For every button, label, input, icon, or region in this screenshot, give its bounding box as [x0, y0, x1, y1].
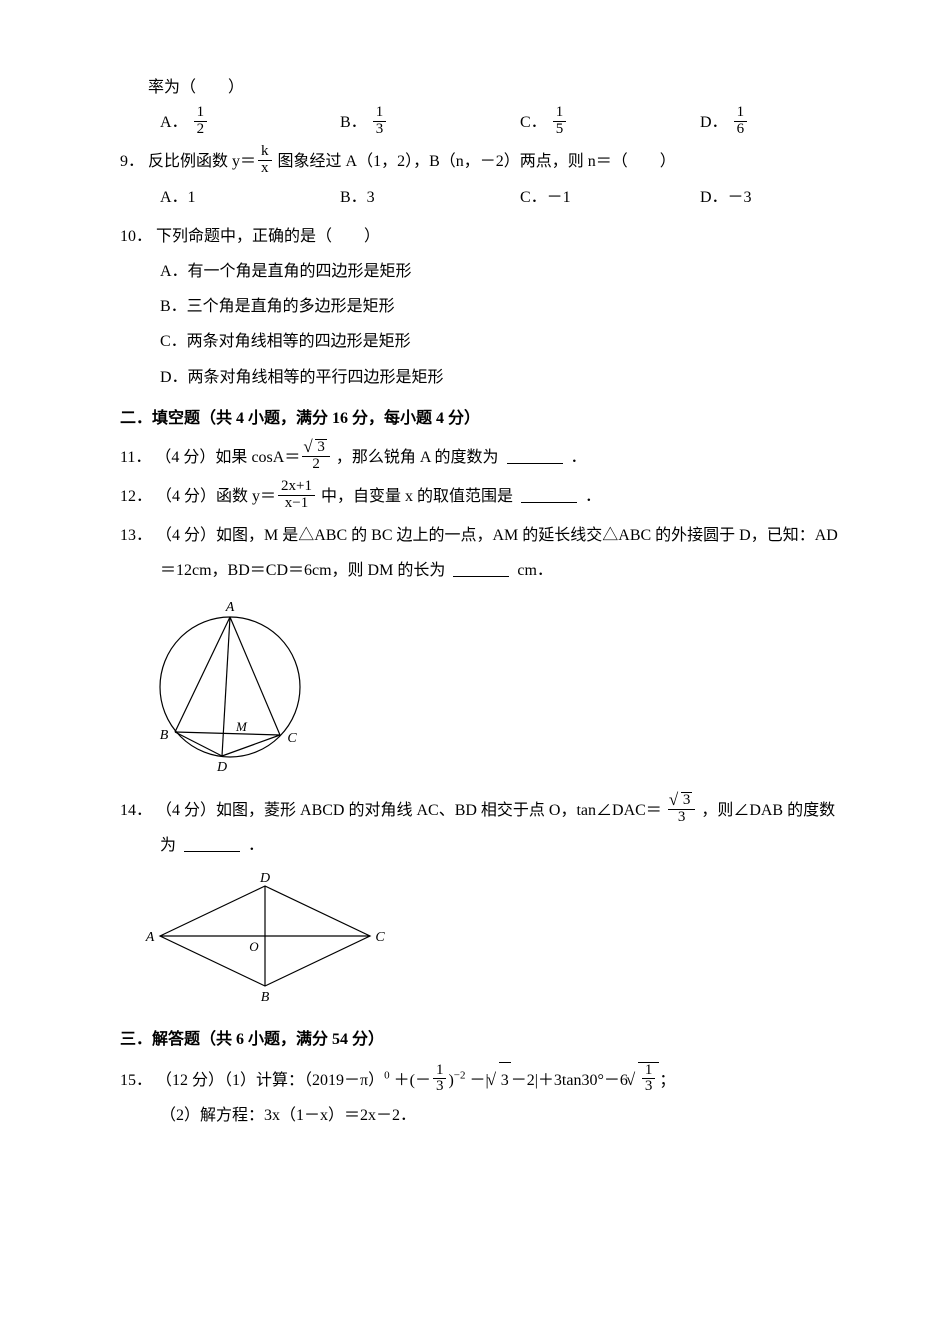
- fill-blank[interactable]: [453, 560, 509, 577]
- svg-text:D: D: [259, 871, 270, 886]
- fill-blank[interactable]: [507, 447, 563, 464]
- svg-text:C: C: [375, 930, 385, 945]
- svg-text:B: B: [261, 990, 270, 1001]
- q9-eq: y＝ k x: [232, 153, 278, 170]
- q11: 11． （4 分）如果 cosA＝ 3 2 ，那么锐角 A 的度数为 ．: [120, 440, 845, 475]
- q8-opt-c: C． 1 5: [520, 105, 700, 140]
- q9-opt-b: B．3: [340, 180, 520, 215]
- q11-eq: cosA＝ 3 2: [251, 449, 335, 466]
- q13-line1: （4 分）如图，M 是△ABC 的 BC 边上的一点，AM 的延长线交△ABC …: [156, 527, 838, 544]
- q10-opt-d: D．两条对角线相等的平行四边形是矩形: [120, 360, 845, 395]
- svg-text:A: A: [225, 600, 235, 615]
- q13-figure: A B C D M: [140, 597, 845, 785]
- svg-text:O: O: [249, 939, 259, 954]
- opt-label: B．: [340, 114, 367, 131]
- q11-text-b: ，那么锐角 A 的度数为: [336, 449, 499, 466]
- fraction: 1 3: [373, 105, 387, 138]
- q9-options: A．1 B．3 C．－1 D．－3: [120, 180, 845, 215]
- q9-opt-c: C．－1: [520, 180, 700, 215]
- q12: 12． （4 分）函数 y＝ 2x+1 x−1 中，自变量 x 的取值范围是 ．: [120, 479, 845, 514]
- q-number: 11．: [120, 449, 151, 466]
- q11-text-a: （4 分）如果: [155, 449, 251, 466]
- svg-text:D: D: [216, 760, 227, 772]
- q10-opt-c: C．两条对角线相等的四边形是矩形: [120, 324, 845, 359]
- q12-text-b: 中，自变量 x 的取值范围是: [321, 488, 513, 505]
- period: ．: [585, 488, 601, 505]
- q14-figure: A B C D O: [140, 871, 845, 1014]
- q15-line2: （2）解方程：3x（1－x）＝2x－2．: [120, 1098, 845, 1133]
- fraction: 1 3: [642, 1063, 656, 1096]
- q-number: 10．: [120, 228, 152, 245]
- q-number: 15．: [120, 1072, 152, 1089]
- q8-opt-a: A． 1 2: [160, 105, 340, 140]
- q8-opt-b: B． 1 3: [340, 105, 520, 140]
- fraction: 3 3: [668, 792, 696, 826]
- fraction: 1 5: [553, 105, 567, 138]
- q9: 9． 反比例函数 y＝ k x 图象经过 A（1，2），B（n，－2）两点，则 …: [120, 144, 845, 179]
- section-3-header: 三．解答题（共 6 小题，满分 54 分）: [120, 1022, 845, 1057]
- q-number: 13．: [120, 527, 152, 544]
- fraction: 1 6: [734, 105, 748, 138]
- sup-neg2: −2: [454, 1069, 466, 1081]
- svg-text:C: C: [287, 731, 297, 746]
- q9-opt-d: D．－3: [700, 180, 880, 215]
- q13: 13． （4 分）如图，M 是△ABC 的 BC 边上的一点，AM 的延长线交△…: [120, 518, 845, 553]
- q9-stem-a: 反比例函数: [148, 153, 232, 170]
- opt-label: D．: [700, 114, 728, 131]
- q-number: 9．: [120, 153, 144, 170]
- q10: 10． 下列命题中，正确的是（ ）: [120, 219, 845, 254]
- opt-label: A．: [160, 114, 188, 131]
- svg-text:A: A: [145, 930, 155, 945]
- fill-blank[interactable]: [521, 486, 577, 503]
- sqrt-icon: 3: [305, 439, 327, 456]
- q-number: 14．: [120, 802, 152, 819]
- fraction: k x: [258, 144, 272, 177]
- rhombus-diagram: A B C D O: [140, 871, 390, 1001]
- q10-stem: 下列命题中，正确的是（ ）: [156, 228, 380, 245]
- q12-text-a: （4 分）函数: [156, 488, 252, 505]
- fraction: 1 3: [433, 1063, 447, 1096]
- q8-options: A． 1 2 B． 1 3 C． 1 5 D． 1 6: [120, 105, 845, 140]
- sqrt-icon: 1 3: [628, 1062, 660, 1098]
- q14: 14． （4 分）如图，菱形 ABCD 的对角线 AC、BD 相交于点 O，ta…: [120, 793, 845, 828]
- q14-line1-a: （4 分）如图，菱形 ABCD 的对角线 AC、BD 相交于点 O，tan∠DA…: [156, 802, 662, 819]
- section-2-header: 二．填空题（共 4 小题，满分 16 分，每小题 4 分）: [120, 401, 845, 436]
- q9-opt-a: A．1: [160, 180, 340, 215]
- q8-stem-tail: 率为（ ）: [120, 70, 845, 105]
- q15: 15． （12 分）（1）计算：（2019－π）0 ＋(－ 1 3 )−2 －|…: [120, 1062, 845, 1098]
- q-number: 12．: [120, 488, 152, 505]
- sup-zero: 0: [384, 1069, 390, 1081]
- period: ．: [571, 449, 587, 466]
- page: 率为（ ） A． 1 2 B． 1 3 C． 1 5 D． 1: [0, 0, 945, 1233]
- q9-stem-b: 图象经过 A（1，2），B（n，－2）两点，则 n＝（ ）: [278, 153, 676, 170]
- q13-line2: ＝12cm，BD＝CD＝6cm，则 DM 的长为 cm．: [120, 553, 845, 588]
- sqrt-icon: 3: [489, 1062, 511, 1098]
- opt-label: C．: [520, 114, 547, 131]
- q15-text-a: （12 分）（1）计算：（2019－π）: [156, 1072, 384, 1089]
- fraction: 3 2: [302, 439, 330, 473]
- q12-eq: y＝ 2x+1 x−1: [252, 488, 321, 505]
- sqrt-icon: 3: [671, 792, 693, 809]
- q10-opt-b: B．三个角是直角的多边形是矩形: [120, 289, 845, 324]
- fraction: 1 2: [194, 105, 208, 138]
- svg-text:B: B: [160, 728, 169, 743]
- circle-diagram: A B C D M: [140, 597, 320, 772]
- fraction: 2x+1 x−1: [278, 479, 315, 512]
- q8-opt-d: D． 1 6: [700, 105, 880, 140]
- svg-text:M: M: [235, 719, 248, 734]
- q14-line1-b: ，则∠DAB 的度数: [701, 802, 835, 819]
- fill-blank[interactable]: [184, 835, 240, 852]
- q10-opt-a: A．有一个角是直角的四边形是矩形: [120, 254, 845, 289]
- q14-line2: 为 ．: [120, 828, 845, 863]
